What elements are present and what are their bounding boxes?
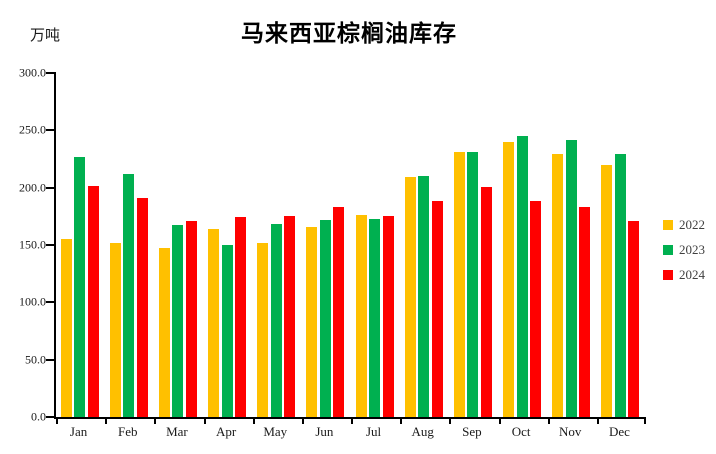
bar-2024-dec xyxy=(628,221,640,417)
x-tick-label-apr: Apr xyxy=(215,424,237,439)
bar-2022-aug xyxy=(404,177,416,417)
bar-2022-oct xyxy=(503,141,514,417)
y-tick-mark-300 xyxy=(46,72,56,74)
bar-2024-jun xyxy=(333,206,345,417)
bar-2023-apr xyxy=(221,245,233,417)
x-tick-label-feb: Feb xyxy=(117,424,138,439)
x-tick-label-aug: Aug xyxy=(411,424,434,439)
bar-2022-jun xyxy=(306,227,318,417)
x-tick-label-sep: Sep xyxy=(462,424,482,439)
bar-2024-jan xyxy=(87,185,99,417)
x-tick-mark-2 xyxy=(154,417,157,424)
bar-2023-aug xyxy=(418,175,430,417)
x-tick-mark-10 xyxy=(547,417,550,424)
legend-item-2023: 2023 xyxy=(663,243,705,256)
y-tick-label-100: 100.0 xyxy=(19,294,46,309)
legend-label-2023: 2023 xyxy=(679,242,705,257)
plot-area xyxy=(46,72,646,424)
bar-2024-apr xyxy=(235,217,246,417)
x-tick-mark-4 xyxy=(252,417,255,424)
bar-2023-jan xyxy=(74,157,85,417)
bar-2023-mar xyxy=(172,225,184,417)
y-tick-label-300: 300.0 xyxy=(19,65,46,80)
legend-label-2022: 2022 xyxy=(679,217,705,232)
legend-swatch-2022 xyxy=(663,219,673,230)
x-tick-label-nov: Nov xyxy=(559,424,582,439)
legend-item-2024: 2024 xyxy=(663,268,705,281)
bar-2024-sep xyxy=(480,186,492,417)
bar-2022-sep xyxy=(453,151,465,417)
bar-2022-mar xyxy=(158,247,170,417)
x-tick-mark-8 xyxy=(449,417,452,424)
legend-swatch-2023 xyxy=(663,244,673,255)
x-tick-mark-5 xyxy=(301,417,304,424)
bar-2024-oct xyxy=(530,200,541,417)
y-tick-mark-50 xyxy=(46,358,56,361)
x-tick-mark-11 xyxy=(596,417,599,424)
x-tick-label-jul: Jul xyxy=(365,424,382,439)
x-tick-label-jun: Jun xyxy=(315,424,334,439)
bar-2024-feb xyxy=(136,197,148,417)
y-axis-unit-label: 万吨 xyxy=(30,28,61,44)
legend-item-2022: 2022 xyxy=(663,218,705,231)
x-tick-mark-6 xyxy=(351,417,353,424)
bar-2023-may xyxy=(270,223,282,417)
bar-2023-jul xyxy=(369,218,380,417)
bar-2024-nov xyxy=(579,207,591,417)
y-tick-mark-150 xyxy=(46,244,56,246)
y-tick-label-150: 150.0 xyxy=(19,237,46,252)
bar-2023-nov xyxy=(565,139,577,417)
y-tick-mark-100 xyxy=(46,301,56,304)
bar-2024-may xyxy=(284,216,296,417)
legend-swatch-2024 xyxy=(663,269,673,280)
bar-2024-mar xyxy=(185,220,197,417)
bar-2022-dec xyxy=(601,165,613,417)
y-axis-tick-labels: 0.0 50.0 100.0 150.0 200.0 250.0 300.0 xyxy=(0,66,46,424)
y-tick-mark-200 xyxy=(46,186,56,189)
x-tick-label-dec: Dec xyxy=(608,424,630,439)
legend: 2022 2023 2024 xyxy=(663,218,705,293)
bar-2023-oct xyxy=(516,136,528,417)
x-tick-mark-3 xyxy=(203,417,206,424)
bar-2022-jul xyxy=(355,214,367,417)
x-tick-mark-12 xyxy=(644,417,646,424)
y-tick-mark-0 xyxy=(46,416,56,418)
bar-2022-apr xyxy=(208,229,219,417)
x-axis-tick-labels: Jan Feb Mar Apr May Jun Jul Aug Sep Oct Nov Dec xyxy=(54,424,644,444)
x-tick-mark-7 xyxy=(400,417,403,424)
x-tick-label-mar: Mar xyxy=(166,424,188,439)
bar-2023-feb xyxy=(123,174,135,417)
bar-2022-may xyxy=(257,243,269,417)
y-tick-label-250: 250.0 xyxy=(19,122,46,137)
bar-2023-dec xyxy=(614,154,626,417)
chart-title: 马来西亚棕榈油库存 xyxy=(241,21,457,46)
x-tick-mark-9 xyxy=(498,417,501,424)
legend-label-2024: 2024 xyxy=(679,267,705,282)
bar-2024-jul xyxy=(382,216,394,417)
bar-2023-jun xyxy=(319,219,331,417)
y-tick-mark-250 xyxy=(46,129,56,132)
x-tick-mark-1 xyxy=(105,417,108,424)
y-tick-label-200: 200.0 xyxy=(19,180,46,195)
y-tick-label-50: 50.0 xyxy=(25,352,46,367)
x-tick-label-may: May xyxy=(263,424,288,439)
bar-2022-jan xyxy=(60,238,72,417)
x-tick-label-oct: Oct xyxy=(511,424,531,439)
bar-2024-aug xyxy=(431,201,443,417)
bar-2022-feb xyxy=(109,243,121,417)
x-tick-mark-0 xyxy=(56,417,58,424)
bar-2023-sep xyxy=(467,151,479,417)
y-tick-label-0: 0.0 xyxy=(31,409,46,424)
bar-2022-nov xyxy=(552,154,564,417)
x-tick-label-jan: Jan xyxy=(69,424,88,439)
